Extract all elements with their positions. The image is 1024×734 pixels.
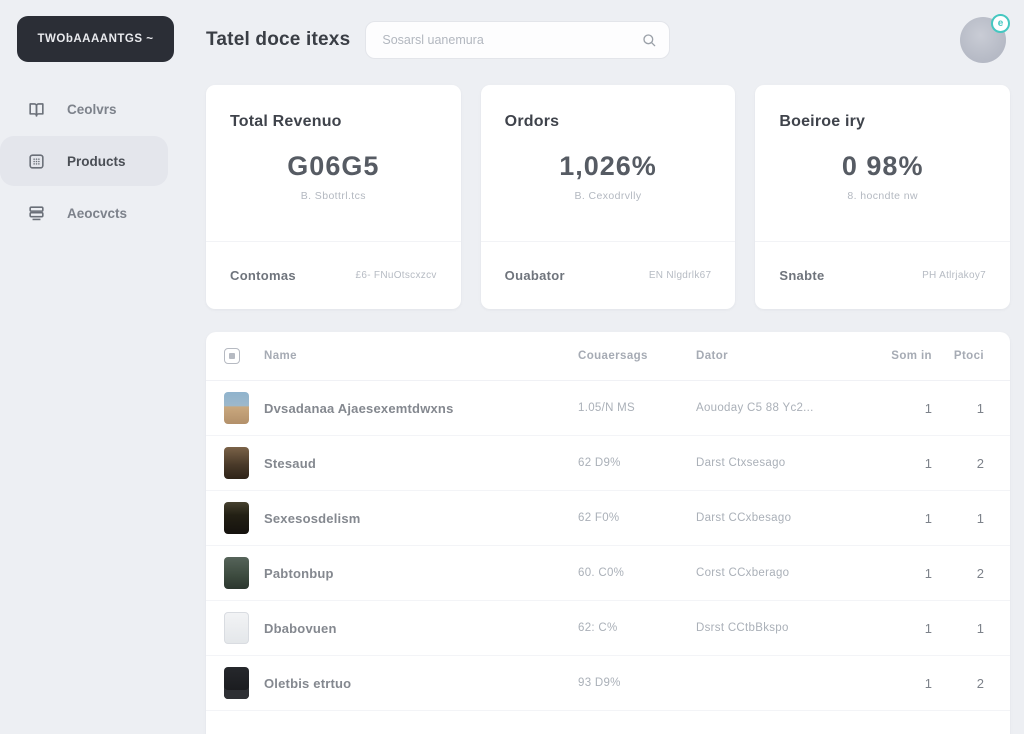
product-col2: 1 (976, 620, 984, 636)
stat-card-delivery: Boeiroe iry 0 98% 8. hocndte nw Snabte P… (755, 85, 1011, 309)
grid-icon (27, 152, 46, 171)
column-header-col1: Som in (891, 350, 932, 362)
product-size: 62 F0% (578, 512, 620, 524)
product-size: 62 D9% (578, 457, 621, 469)
stat-card-subtitle: B. Sbottrl.tcs (300, 190, 366, 202)
sidebar-item-label: Products (67, 153, 126, 169)
app-logo-label: TWObAAAANTGS ~ (37, 33, 154, 45)
stat-card-body: Ordors 1,026% B. Cexodrvlly (481, 85, 736, 241)
product-thumbnail (224, 447, 249, 479)
product-size: 93 D9% (578, 677, 621, 689)
product-category: Corst CCxberago (696, 567, 790, 579)
search-box (365, 21, 671, 59)
product-name: Pabtonbup (264, 565, 334, 581)
product-thumbnail (224, 502, 249, 534)
sidebar-item-ceolvrs[interactable]: Ceolvrs (0, 84, 192, 134)
column-header-size: Couaersags (578, 350, 648, 362)
stat-card-title: Ordors (504, 113, 560, 130)
avatar-status-badge: e (991, 14, 1010, 33)
table-row[interactable]: Pabtonbup 60. C0% Corst CCxberago 1 2 (206, 546, 1010, 601)
column-header-col2: Ptoci (953, 350, 984, 362)
product-category: Darst Ctxsesago (696, 457, 786, 469)
stat-card-footer-value: EN Nlgdrlk67 (648, 270, 712, 281)
select-all-checkbox[interactable] (224, 348, 240, 364)
product-col2: 1 (976, 510, 984, 526)
stat-cards: Total Revenuo G06G5 B. Sbottrl.tcs Conto… (206, 85, 1011, 309)
product-thumbnail (224, 557, 249, 589)
server-icon (27, 204, 46, 223)
column-header-name: Name (264, 350, 297, 362)
table-header-row: Name Couaersags Dator Som in Ptoci (206, 332, 1010, 381)
product-col1: 1 (924, 510, 932, 526)
stat-card-revenue: Total Revenuo G06G5 B. Sbottrl.tcs Conto… (206, 85, 461, 309)
product-category: Dsrst CCtbBkspo (696, 622, 789, 634)
stat-card-footer: Snabte PH Atlrjakoy7 (755, 241, 1011, 309)
product-thumbnail (224, 392, 249, 424)
product-category: Darst CCxbesago (696, 512, 792, 524)
product-size: 62: C% (578, 622, 618, 634)
search-icon[interactable] (641, 32, 657, 48)
search-input[interactable] (382, 33, 642, 47)
sidebar-item-products[interactable]: Products (0, 136, 168, 186)
stat-card-footer-label: Contomas (230, 268, 296, 283)
sidebar-item-aeocvcts[interactable]: Aeocvcts (0, 188, 192, 238)
sidebar-item-label: Ceolvrs (67, 101, 117, 117)
sidebar-item-label: Aeocvcts (67, 205, 128, 221)
stat-card-body: Boeiroe iry 0 98% 8. hocndte nw (755, 85, 1010, 241)
stat-card-title: Boeiroe iry (779, 113, 866, 130)
stat-card-value: G06G5 (287, 151, 380, 181)
product-col2: 2 (976, 455, 984, 471)
main-content: Tatel doce itexs e Total Revenuo (192, 0, 1024, 734)
table-row[interactable]: Dvsadanaa Ajaesexemtdwxns 1.05/N MS Aouo… (206, 381, 1010, 436)
product-col1: 1 (924, 400, 932, 416)
table-row[interactable]: Dbabovuen 62: C% Dsrst CCtbBkspo 1 1 (206, 601, 1010, 656)
product-name: Stesaud (264, 455, 316, 471)
products-table: Name Couaersags Dator Som in Ptoci Dvsad… (206, 332, 1010, 734)
product-thumbnail (224, 612, 249, 644)
stat-card-orders: Ordors 1,026% B. Cexodrvlly Ouabator EN … (480, 85, 736, 309)
stat-card-value: 1,026% (559, 151, 657, 181)
stat-card-footer-label: Snabte (779, 268, 825, 283)
stat-card-footer-value: PH Atlrjakoy7 (922, 270, 987, 281)
product-thumbnail (224, 667, 249, 699)
book-icon (27, 100, 46, 119)
sidebar: TWObAAAANTGS ~ Ceolvrs (0, 0, 192, 734)
product-col2: 2 (976, 675, 984, 691)
product-col2: 2 (976, 565, 984, 581)
product-size: 1.05/N MS (578, 402, 636, 414)
stat-card-subtitle: B. Cexodrvlly (574, 190, 642, 202)
sidebar-nav: Ceolvrs (0, 84, 192, 238)
stat-card-value: 0 98% (841, 151, 924, 181)
product-col1: 1 (924, 620, 932, 636)
product-name: Oletbis etrtuo (264, 675, 352, 691)
product-category: Aouoday C5 88 Yc2... (696, 402, 814, 414)
product-name: Sexesosdelism (264, 510, 361, 526)
product-name: Dvsadanaa Ajaesexemtdwxns (264, 400, 454, 416)
table-row[interactable]: Oletbis etrtuo 93 D9% 1 2 (206, 656, 1010, 711)
product-name: Dbabovuen (264, 620, 337, 636)
product-size: 60. C0% (578, 567, 625, 579)
column-header-category: Dator (696, 350, 729, 362)
table-row[interactable]: Sexesosdelism 62 F0% Darst CCxbesago 1 1 (206, 491, 1010, 546)
stat-card-body: Total Revenuo G06G5 B. Sbottrl.tcs (206, 85, 461, 241)
stat-card-title: Total Revenuo (230, 113, 342, 130)
stat-card-footer: Contomas £6- FNuOtscxzcv (206, 241, 461, 309)
stat-card-footer: Ouabator EN Nlgdrlk67 (480, 241, 736, 309)
stat-card-subtitle: 8. hocndte nw (847, 190, 918, 202)
product-col1: 1 (924, 565, 932, 581)
user-avatar[interactable]: e (960, 14, 1010, 63)
product-col1: 1 (924, 455, 932, 471)
stat-card-footer-value: £6- FNuOtscxzcv (355, 270, 437, 281)
product-col2: 1 (976, 400, 984, 416)
table-row[interactable]: Stesaud 62 D9% Darst Ctxsesago 1 2 (206, 436, 1010, 491)
app-logo-dropdown[interactable]: TWObAAAANTGS ~ (17, 16, 174, 62)
page-title: Tatel doce itexs (206, 29, 351, 50)
topbar: Tatel doce itexs e (206, 0, 1010, 80)
stat-card-footer-label: Ouabator (504, 268, 565, 283)
product-col1: 1 (924, 675, 932, 691)
